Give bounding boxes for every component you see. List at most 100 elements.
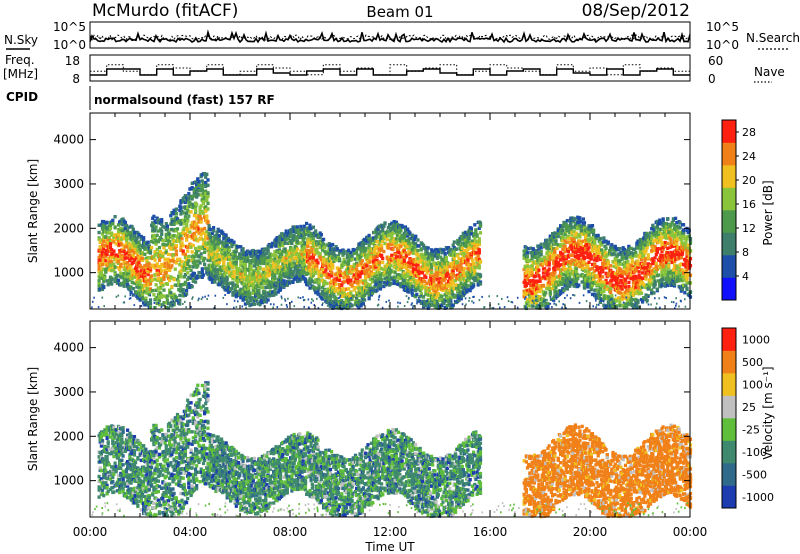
echo-cell [286, 237, 291, 241]
echo-cell [217, 260, 221, 265]
echo-cell [206, 246, 210, 251]
echo-cell [106, 237, 110, 241]
echo-cell [203, 172, 207, 176]
beam-title: Beam 01 [366, 3, 433, 21]
echo-cell [281, 268, 285, 272]
echo-cell [179, 212, 183, 216]
echo-cell [182, 275, 186, 279]
echo-cell [161, 225, 165, 229]
echo-cell [291, 248, 295, 253]
echo-cell [166, 252, 171, 257]
echo-cell [194, 209, 198, 213]
echo-cell [234, 262, 238, 266]
echo-cell [208, 247, 212, 251]
echo-cell [145, 242, 149, 246]
echo-cell [311, 244, 315, 248]
echo-cell [291, 263, 295, 267]
echo-cell [163, 225, 167, 230]
echo-cell [131, 253, 135, 257]
echo-cell [423, 257, 427, 261]
echo-cell [138, 298, 142, 302]
echo-cell [257, 271, 261, 275]
echo-cell [162, 288, 166, 292]
echo-cell [170, 276, 174, 280]
echo-cell [248, 291, 252, 296]
echo-cell [199, 204, 203, 208]
echo-cell [477, 248, 481, 252]
echo-cell [190, 224, 194, 228]
echo-cell [217, 238, 221, 242]
echo-cell [297, 241, 301, 245]
echo-cell [226, 251, 230, 256]
echo-cell [303, 255, 308, 260]
echo-cell [148, 301, 153, 305]
echo-cell [199, 220, 203, 224]
echo-cell [231, 252, 235, 256]
echo-cell [154, 220, 158, 225]
echo-cell [139, 234, 143, 239]
echo-cell [292, 270, 296, 274]
echo-cell [283, 262, 287, 266]
echo-cell [205, 229, 209, 234]
echo-cell [135, 256, 139, 260]
echo-cell [197, 255, 201, 259]
echo-cell [175, 227, 180, 231]
echo-cell [226, 286, 230, 290]
nave-tick-low: 0 [708, 72, 716, 86]
echo-cell [150, 274, 154, 278]
echo-cell [143, 290, 147, 294]
echo-cell [282, 284, 286, 289]
echo-cell [172, 221, 176, 225]
echo-cell [381, 256, 385, 261]
echo-cell [281, 259, 285, 263]
echo-cell [155, 251, 159, 256]
echo-cell [266, 261, 270, 265]
echo-cell [410, 288, 414, 292]
echo-cell [241, 264, 245, 268]
echo-cell [128, 249, 132, 254]
echo-cell [282, 256, 286, 260]
echo-cell [284, 256, 288, 260]
echo-cell [204, 244, 208, 248]
echo-cell [198, 215, 202, 219]
echo-cell [170, 264, 174, 268]
echo-cell [192, 271, 196, 276]
echo-cell [143, 274, 147, 278]
echo-cell [207, 224, 211, 228]
echo-cell [126, 261, 130, 265]
echo-cell [377, 260, 381, 264]
echo-cell [146, 287, 150, 291]
echo-cell [264, 295, 268, 300]
echo-cell [299, 228, 303, 232]
echo-cell [525, 254, 530, 259]
echo-cell [318, 255, 322, 259]
echo-cell [112, 249, 116, 253]
echo-cell [130, 280, 134, 285]
echo-cell [124, 264, 129, 268]
echo-cell [107, 235, 111, 240]
echo-cell [230, 238, 234, 243]
echo-cell [290, 274, 294, 279]
echo-cell [320, 286, 325, 290]
echo-cell [174, 249, 178, 253]
echo-cell [134, 247, 138, 251]
echo-cell [181, 294, 185, 298]
echo-cell [165, 294, 169, 298]
echo-cell [315, 247, 319, 252]
echo-cell [278, 275, 283, 279]
echo-cell [410, 233, 414, 238]
echo-cell [102, 235, 106, 239]
echo-cell [108, 245, 113, 249]
echo-cell [322, 282, 326, 286]
echo-cell [183, 273, 187, 277]
echo-cell [302, 236, 306, 240]
echo-cell [130, 268, 134, 272]
echo-cell [237, 269, 241, 274]
echo-cell [298, 231, 302, 235]
echo-cell [104, 270, 108, 274]
echo-cell [241, 294, 245, 298]
echo-cell [120, 237, 124, 241]
echo-cell [213, 252, 217, 257]
echo-cell [424, 275, 428, 280]
echo-cell [291, 272, 295, 277]
